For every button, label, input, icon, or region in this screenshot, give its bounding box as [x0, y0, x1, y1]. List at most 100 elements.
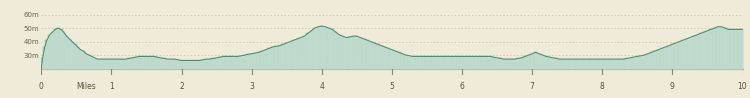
- Bar: [590, 59, 593, 69]
- Bar: [692, 36, 695, 69]
- Bar: [534, 52, 537, 69]
- Bar: [152, 56, 155, 69]
- Bar: [474, 56, 478, 69]
- Bar: [492, 57, 495, 69]
- Bar: [264, 50, 267, 69]
- Bar: [618, 59, 622, 69]
- Bar: [341, 36, 344, 69]
- Bar: [260, 51, 264, 69]
- Bar: [544, 56, 548, 69]
- Bar: [257, 52, 260, 69]
- Bar: [201, 60, 204, 69]
- Bar: [64, 36, 68, 69]
- Bar: [506, 59, 509, 69]
- Bar: [334, 32, 338, 69]
- Bar: [670, 44, 674, 69]
- Bar: [572, 59, 576, 69]
- Bar: [467, 56, 471, 69]
- Bar: [593, 59, 597, 69]
- Bar: [478, 56, 482, 69]
- Text: 3: 3: [249, 82, 254, 91]
- Bar: [457, 56, 460, 69]
- Bar: [274, 46, 278, 69]
- Bar: [586, 59, 590, 69]
- Bar: [183, 60, 187, 69]
- Bar: [68, 39, 71, 69]
- Bar: [517, 59, 520, 69]
- Bar: [741, 29, 744, 69]
- Bar: [460, 56, 464, 69]
- Bar: [723, 28, 727, 69]
- Bar: [678, 42, 681, 69]
- Bar: [130, 58, 134, 69]
- Bar: [688, 38, 692, 69]
- Bar: [425, 56, 428, 69]
- Bar: [622, 59, 625, 69]
- Bar: [268, 48, 271, 69]
- Bar: [453, 56, 457, 69]
- Bar: [362, 39, 365, 69]
- Bar: [668, 46, 670, 69]
- Bar: [373, 43, 376, 69]
- Text: 2: 2: [179, 82, 184, 91]
- Bar: [302, 36, 306, 69]
- Bar: [208, 59, 212, 69]
- Bar: [559, 59, 562, 69]
- Bar: [194, 60, 197, 69]
- Bar: [159, 58, 162, 69]
- Bar: [541, 55, 544, 69]
- Bar: [62, 32, 65, 69]
- Bar: [712, 28, 716, 69]
- Bar: [411, 56, 415, 69]
- Bar: [636, 56, 639, 69]
- Bar: [580, 59, 583, 69]
- Bar: [657, 50, 660, 69]
- Bar: [524, 56, 526, 69]
- Bar: [229, 56, 232, 69]
- Text: 4: 4: [320, 82, 324, 91]
- Bar: [646, 54, 650, 69]
- Bar: [660, 48, 664, 69]
- Bar: [352, 36, 355, 69]
- Bar: [555, 59, 558, 69]
- Bar: [562, 59, 566, 69]
- Bar: [296, 39, 299, 69]
- Bar: [51, 32, 54, 69]
- Bar: [247, 54, 250, 69]
- Bar: [222, 56, 225, 69]
- Text: 0: 0: [39, 82, 44, 91]
- Bar: [162, 59, 166, 69]
- Bar: [376, 44, 380, 69]
- Bar: [674, 43, 677, 69]
- Bar: [93, 58, 96, 69]
- Bar: [155, 57, 159, 69]
- Bar: [41, 58, 44, 69]
- Bar: [323, 27, 327, 69]
- Bar: [128, 59, 130, 69]
- Bar: [316, 27, 320, 69]
- Bar: [681, 40, 685, 69]
- Text: Miles: Miles: [76, 82, 96, 91]
- Bar: [496, 58, 499, 69]
- Bar: [53, 29, 57, 69]
- Bar: [110, 59, 113, 69]
- Bar: [538, 54, 541, 69]
- Bar: [99, 59, 103, 69]
- Bar: [653, 51, 656, 69]
- Bar: [190, 60, 194, 69]
- Bar: [569, 59, 572, 69]
- Bar: [446, 56, 450, 69]
- Bar: [278, 46, 281, 69]
- Bar: [566, 59, 568, 69]
- Bar: [90, 56, 94, 69]
- Bar: [306, 34, 310, 69]
- Bar: [48, 35, 51, 69]
- Bar: [356, 36, 358, 69]
- Bar: [299, 38, 302, 69]
- Bar: [639, 56, 643, 69]
- Bar: [737, 29, 741, 69]
- Bar: [211, 59, 214, 69]
- Bar: [604, 59, 608, 69]
- Bar: [313, 28, 316, 69]
- Bar: [96, 59, 99, 69]
